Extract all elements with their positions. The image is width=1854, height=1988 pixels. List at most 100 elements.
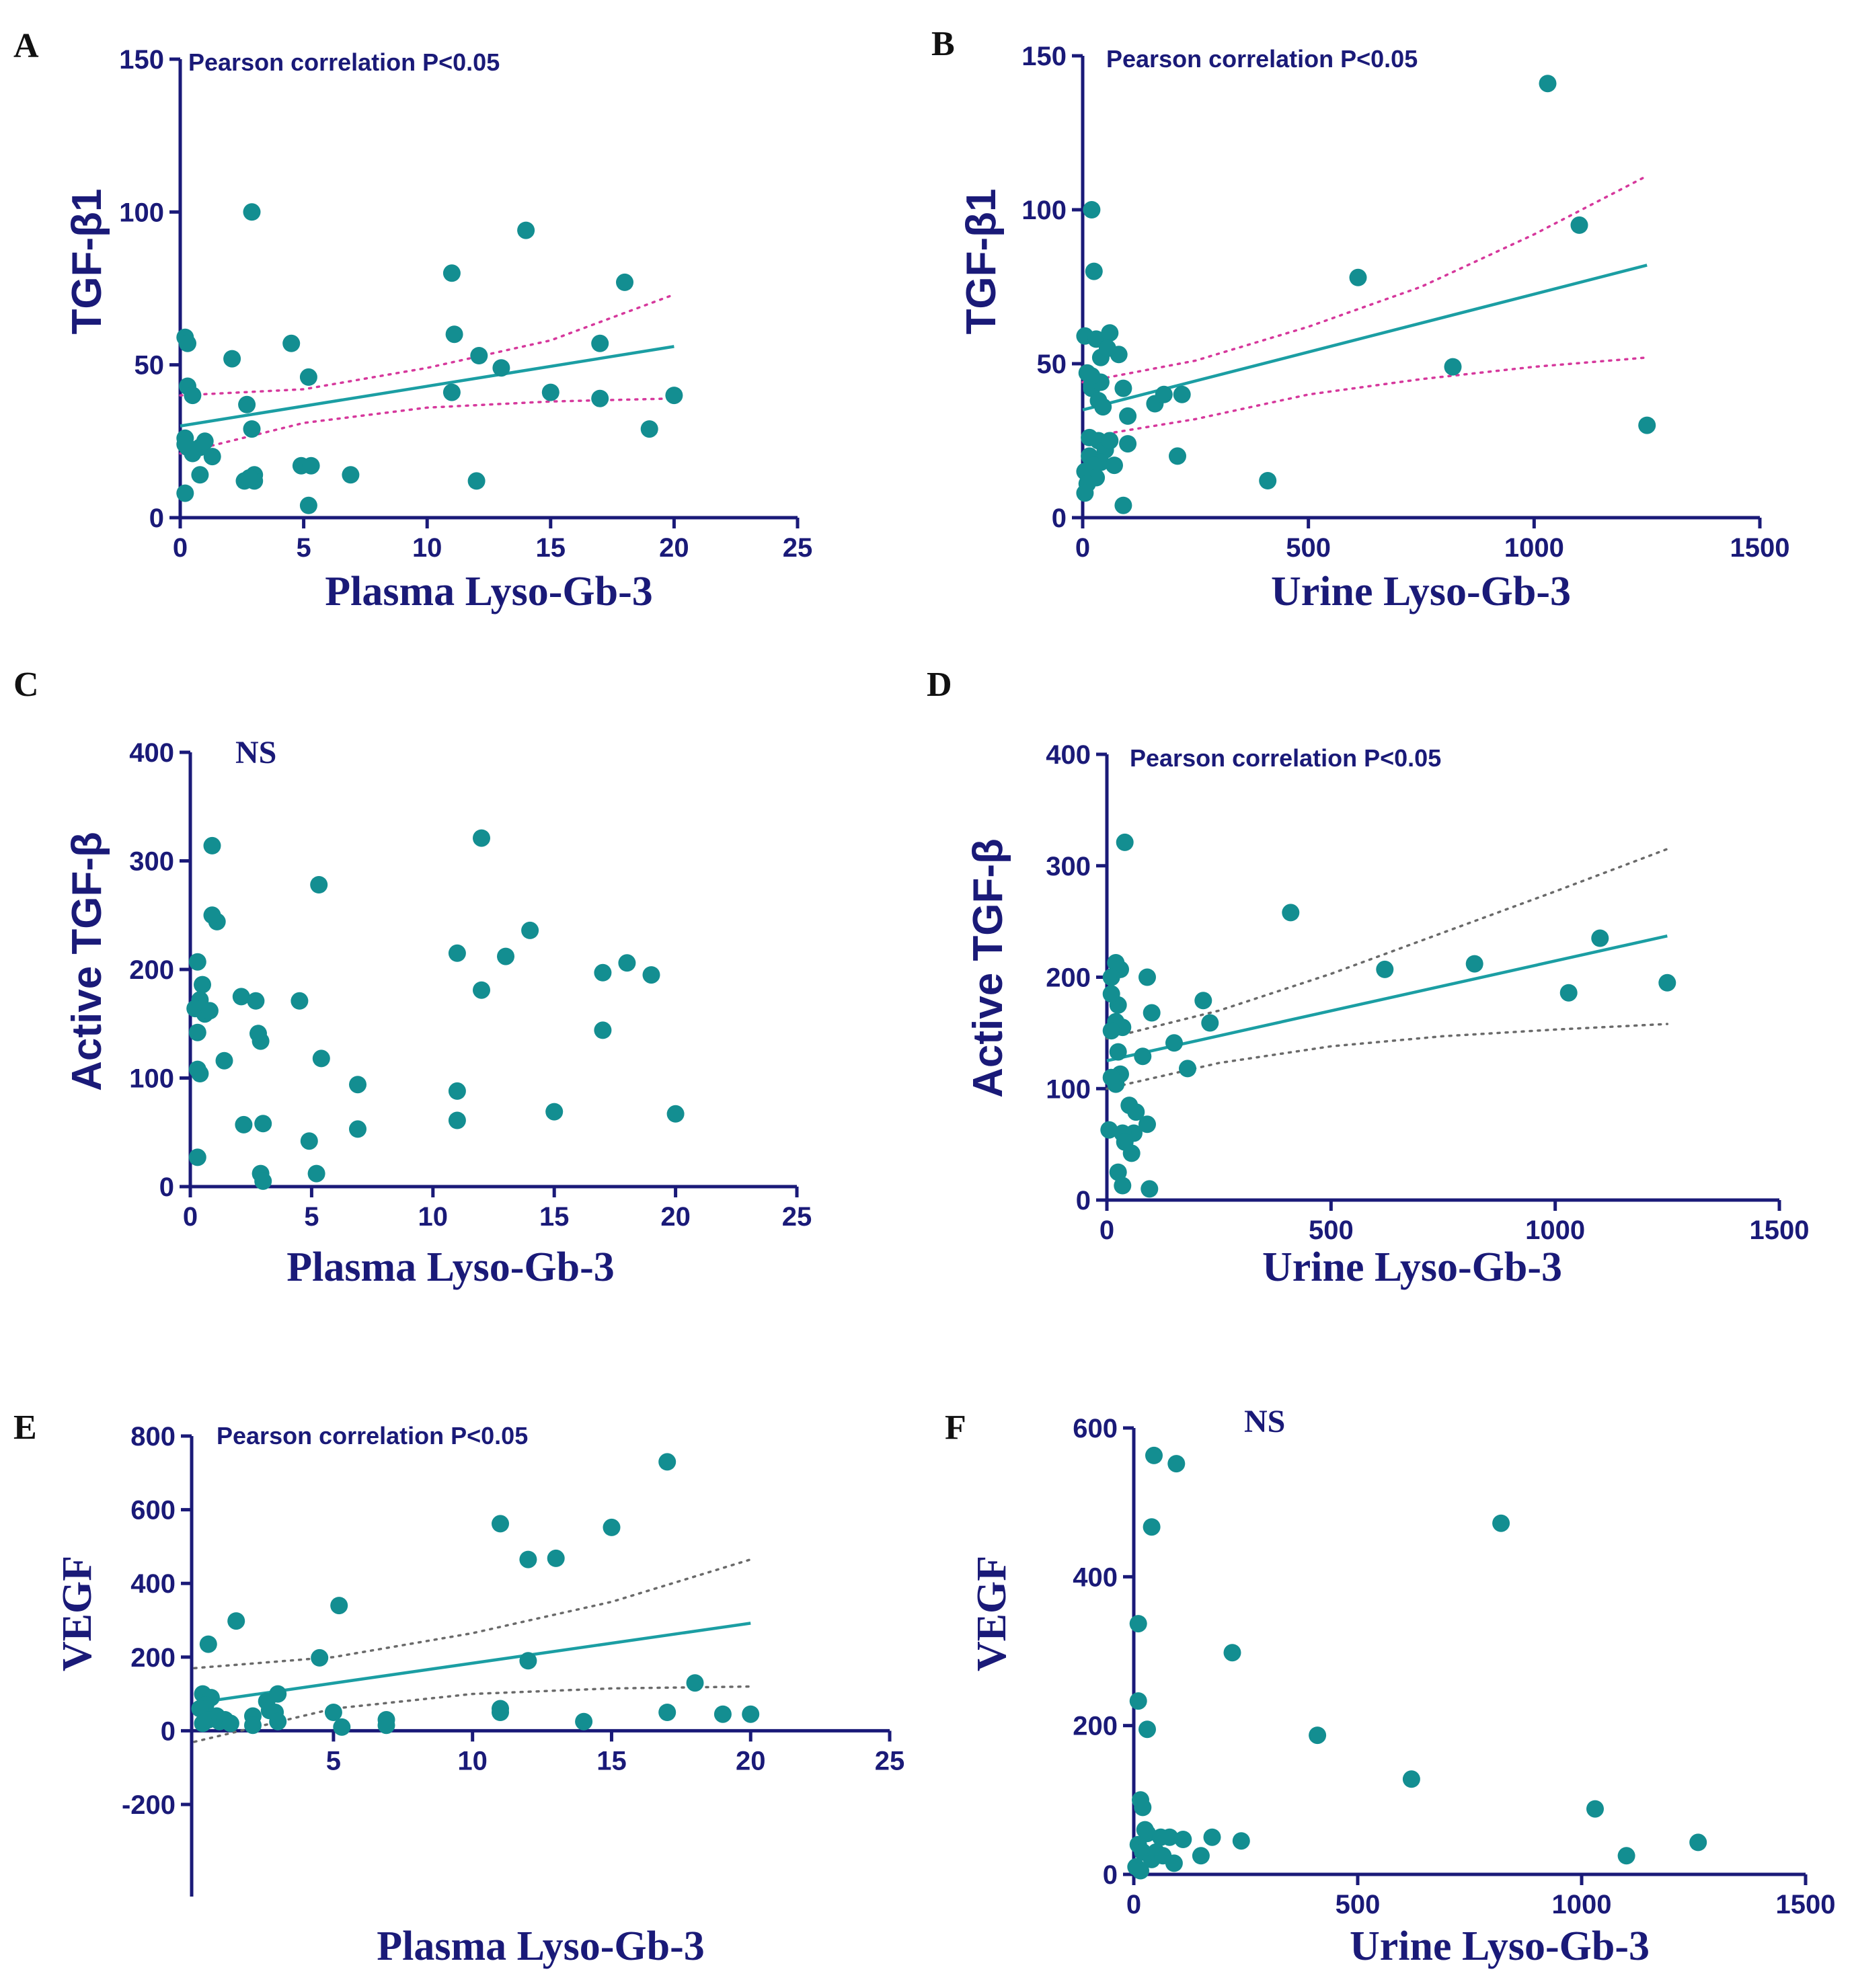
data-point [299,368,317,386]
x-tick-label: 1500 [1730,533,1790,563]
panel-letter: C [13,666,39,704]
data-point [497,947,514,965]
data-point [1134,1798,1152,1817]
x-tick-label: 1000 [1552,1890,1612,1919]
y-tick-label: 200 [1046,963,1091,993]
x-tick-label: 500 [1286,533,1331,563]
panel-letter: F [945,1408,966,1447]
data-point [1223,1644,1241,1662]
x-tick-label: 1000 [1504,533,1564,563]
data-point [547,1549,565,1567]
data-point [300,1132,318,1150]
data-point [1083,367,1101,385]
x-tick-label: 1500 [1776,1890,1836,1919]
data-point [1098,340,1116,358]
y-tick-label: 0 [1052,504,1067,533]
data-point [223,350,241,368]
data-point [307,1164,325,1183]
data-point [1114,496,1132,514]
x-tick-label: 5 [304,1202,319,1232]
data-point [1109,1163,1127,1181]
x-tick-label: 0 [173,533,188,563]
y-axis-label: TGF-β1 [64,189,110,335]
x-tick-label: 0 [1099,1216,1114,1245]
panel-letter: B [931,25,955,63]
y-tick-label: 0 [1103,1860,1118,1890]
data-point [1179,1060,1196,1078]
data-point [1119,407,1137,425]
data-point [243,420,261,438]
data-point [179,334,196,352]
y-tick-label: -200 [122,1790,176,1820]
y-tick-label: 600 [130,1496,176,1525]
x-axis-label: Plasma Lyso-Gb-3 [286,1244,614,1290]
x-axis-label: Plasma Lyso-Gb-3 [325,569,652,614]
data-point [1101,432,1119,450]
data-point [618,954,636,972]
data-point [666,1105,685,1123]
data-point [1658,973,1676,992]
panel-letter: A [13,27,39,65]
x-tick-label: 5 [296,533,311,563]
panel-letter: E [13,1408,37,1447]
data-point [1173,385,1191,403]
data-point [448,1082,466,1100]
data-point [1109,1043,1127,1061]
stat-annotation: Pearson correlation P<0.05 [188,48,500,76]
data-point [1129,1615,1147,1633]
data-point [188,953,206,971]
data-point [448,944,466,962]
y-tick-label: 50 [1037,350,1067,379]
data-point [1155,385,1173,403]
data-point [1444,358,1462,376]
y-tick-label: 400 [1046,740,1091,770]
data-point [713,1705,732,1723]
data-point [603,1518,621,1536]
data-point [1114,379,1132,397]
data-point [1559,984,1578,1002]
x-tick-label: 10 [457,1746,488,1776]
y-tick-label: 0 [149,504,164,533]
ci-upper-curve [179,293,676,397]
data-point [203,448,221,466]
data-point [686,1674,704,1692]
data-point [1116,833,1134,851]
data-point [324,1704,342,1721]
data-point [642,966,660,984]
data-point [349,1120,366,1138]
y-tick-label: 300 [1046,852,1091,881]
data-point [519,1652,537,1670]
data-point [448,1111,466,1129]
data-point [203,906,221,924]
data-point [1143,1518,1161,1536]
data-point [1203,1828,1221,1846]
y-tick-label: 100 [1046,1074,1091,1104]
data-point [1085,262,1103,280]
ci-lower-curve [179,397,676,455]
x-tick-label: 20 [659,533,689,563]
data-point [240,469,258,487]
data-point [1192,1847,1210,1865]
data-point [188,1023,206,1041]
y-tick-label: 800 [130,1422,176,1452]
data-point [200,1002,219,1020]
data-point [1161,1828,1179,1846]
y-tick-label: 0 [159,1172,174,1202]
data-point [221,1714,239,1733]
y-axis-label: Active TGF-β [965,838,1011,1098]
data-point [184,387,202,405]
data-point [302,456,320,475]
data-point [1617,1847,1635,1865]
data-point [215,1051,233,1070]
y-tick-label: 50 [134,351,165,381]
x-tick-label: 500 [1336,1890,1381,1919]
x-tick-label: 20 [660,1202,691,1232]
data-point [1083,201,1101,218]
data-point [658,1704,677,1721]
data-point [616,273,633,291]
data-point [545,1103,564,1121]
data-point [492,359,510,377]
panel-d: D 0 100 200 300 400 0 500 1000 1500 Urine Lyso-Gb-… [927,666,1809,1290]
data-point [521,921,539,939]
